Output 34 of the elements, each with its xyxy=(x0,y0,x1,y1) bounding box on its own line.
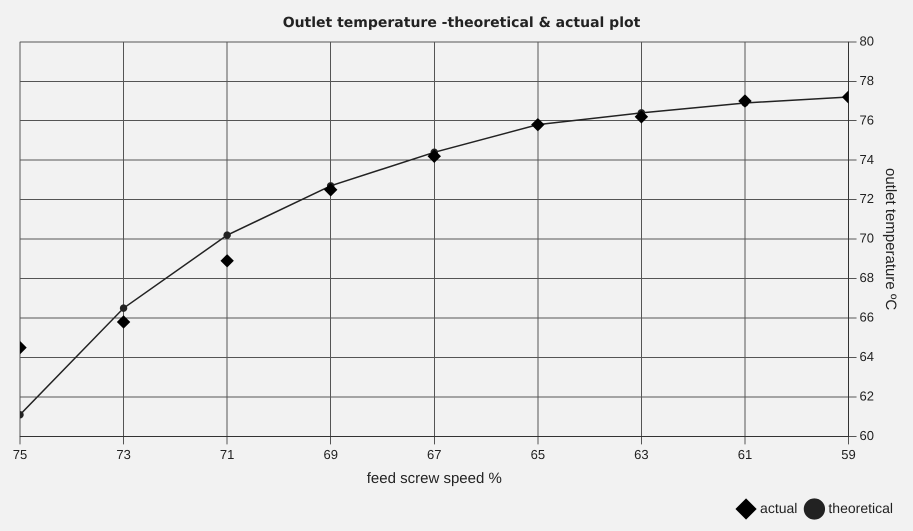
point xyxy=(324,183,338,196)
y-axis-title: outlet temperature ºC xyxy=(882,168,899,310)
y-tick-label: 66 xyxy=(860,310,874,325)
x-tick-label: 65 xyxy=(530,446,546,462)
y-tick-label: 72 xyxy=(860,191,874,206)
x-tick-label: 59 xyxy=(841,446,856,462)
x-tick-label: 61 xyxy=(738,446,752,462)
legend-label: theoretical xyxy=(828,500,893,516)
x-tick-label: 71 xyxy=(220,446,234,462)
point xyxy=(634,110,648,124)
y-tick-label: 80 xyxy=(860,33,874,48)
point xyxy=(120,304,128,312)
point xyxy=(223,231,231,239)
point xyxy=(738,94,752,108)
y-tick-label: 68 xyxy=(860,270,874,286)
x-tick-label: 69 xyxy=(323,446,338,462)
y-tick-label: 62 xyxy=(860,388,874,404)
point xyxy=(428,150,441,163)
point xyxy=(220,254,234,268)
y-tick-label: 60 xyxy=(860,428,874,443)
y-tick-label: 74 xyxy=(860,152,874,167)
x-tick-label: 75 xyxy=(12,446,28,462)
y-tick-label: 76 xyxy=(860,112,874,128)
x-axis-title: feed screw speed % xyxy=(366,470,502,488)
y-tick-label: 64 xyxy=(860,349,874,364)
y-tick-label: 70 xyxy=(860,230,874,246)
chart-title: Outlet temperature -theoretical & actual plot xyxy=(282,15,641,32)
x-tick-label: 67 xyxy=(427,446,442,462)
legend-label: actual xyxy=(760,500,798,516)
y-tick-label: 78 xyxy=(860,72,874,88)
point xyxy=(531,118,544,132)
point xyxy=(117,315,130,328)
x-tick-label: 73 xyxy=(116,446,131,462)
x-tick-label: 63 xyxy=(634,446,649,462)
